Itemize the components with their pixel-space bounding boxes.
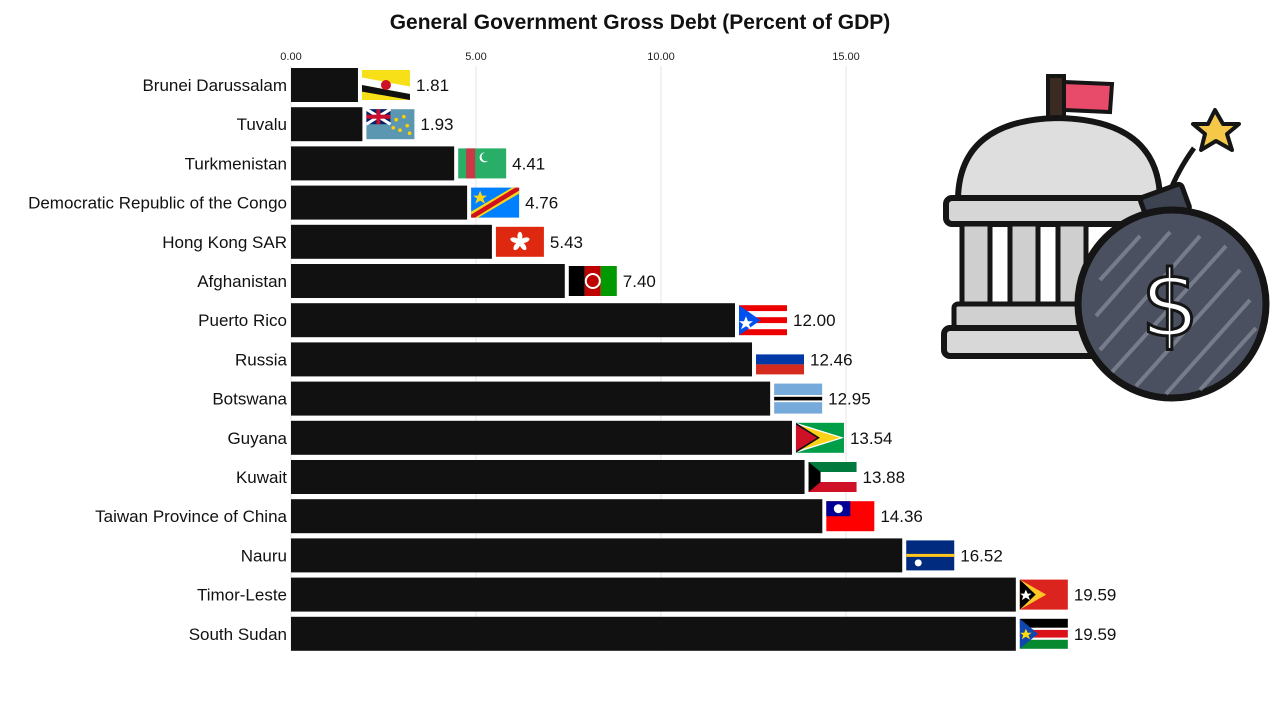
bars — [291, 68, 1016, 651]
category-label: Puerto Rico — [198, 311, 287, 330]
category-label: Brunei Darussalam — [142, 76, 287, 95]
bar — [291, 381, 771, 416]
flag-hk-icon — [495, 226, 544, 257]
category-label: Russia — [235, 350, 288, 369]
category-label: Democratic Republic of the Congo — [28, 194, 287, 213]
category-label: Guyana — [227, 429, 287, 448]
flag-gy-icon — [795, 422, 844, 453]
category-label: Afghanistan — [197, 272, 287, 291]
value-label: 1.93 — [420, 115, 453, 134]
category-label: Timor-Leste — [197, 586, 287, 605]
flag-ss-icon — [1019, 618, 1068, 649]
category-label: Nauru — [241, 546, 287, 565]
flags — [361, 70, 1068, 649]
flag-cd-icon — [471, 187, 520, 218]
category-label: Botswana — [212, 390, 287, 409]
flag-tm-icon — [458, 148, 507, 179]
x-tick-label: 15.00 — [832, 51, 860, 63]
value-label: 1.81 — [416, 76, 449, 95]
flag-tw-icon — [826, 501, 875, 532]
category-label: Turkmenistan — [185, 154, 287, 173]
x-axis-ticks: 0.00 5.00 10.00 15.00 — [280, 51, 859, 63]
spark-star-shape — [1191, 108, 1241, 152]
column-shape — [959, 221, 993, 309]
bar — [291, 577, 1016, 612]
bar — [291, 499, 823, 534]
value-label: 14.36 — [880, 507, 923, 526]
bar — [291, 303, 735, 338]
bar — [291, 420, 792, 455]
bar — [291, 185, 468, 220]
bar — [291, 224, 492, 259]
bar — [291, 107, 363, 142]
value-label: 13.54 — [850, 429, 893, 448]
flag-tv-icon — [365, 107, 415, 140]
flag-kw-icon — [808, 462, 857, 492]
bar — [291, 264, 565, 298]
category-label: Kuwait — [236, 468, 287, 487]
flag-shape — [1062, 79, 1115, 115]
chart-title: General Government Gross Debt (Percent o… — [390, 11, 891, 34]
flag-ru-icon — [756, 344, 805, 375]
bar — [291, 538, 903, 573]
value-label: 13.88 — [863, 468, 906, 487]
flag-af-icon — [568, 266, 617, 296]
bar — [291, 460, 805, 494]
value-label: 12.00 — [793, 311, 836, 330]
value-label: 12.95 — [828, 390, 871, 409]
category-label: Hong Kong SAR — [162, 233, 287, 252]
government-building-debt-bomb-icon: $ — [941, 74, 1270, 402]
value-label: 12.46 — [810, 350, 853, 369]
value-label: 16.52 — [960, 546, 1003, 565]
flag-bw-icon — [774, 383, 823, 414]
bomb-hatching-shape — [1094, 230, 1258, 396]
flag-pr-icon — [739, 305, 787, 336]
bar — [291, 342, 753, 377]
flag-nr-icon — [906, 540, 955, 571]
bar — [291, 616, 1016, 651]
value-label: 19.59 — [1074, 625, 1117, 644]
category-label: South Sudan — [189, 625, 287, 644]
value-label: 19.59 — [1074, 586, 1117, 605]
dome-shape — [954, 114, 1164, 201]
category-label: Tuvalu — [237, 115, 287, 134]
value-label: 5.43 — [550, 233, 583, 252]
x-tick-label: 5.00 — [465, 51, 486, 63]
bar — [291, 146, 455, 181]
x-tick-label: 0.00 — [280, 51, 301, 63]
column-shape — [1007, 221, 1041, 309]
category-label: Taiwan Province of China — [95, 507, 287, 526]
flag-bn-icon — [361, 70, 410, 100]
flag-tl-icon — [1019, 579, 1068, 610]
dollar-sign-icon: $ — [1141, 251, 1200, 358]
value-label: 7.40 — [623, 272, 656, 291]
bar — [291, 68, 358, 102]
value-label: 4.41 — [512, 154, 545, 173]
value-label: 4.76 — [525, 194, 558, 213]
labels: Brunei Darussalam 1.81 Tuvalu 1.93 Turkmenis… — [28, 76, 1116, 644]
x-tick-label: 10.00 — [647, 51, 675, 63]
